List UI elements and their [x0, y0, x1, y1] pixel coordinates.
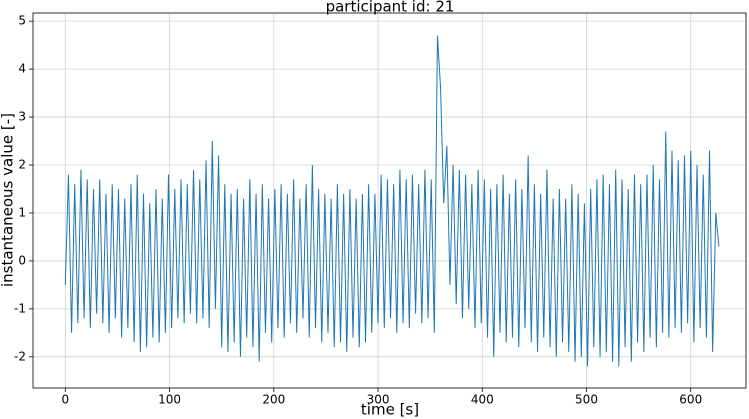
- y-axis-label: instantaneous value [-]: [0, 113, 17, 287]
- plot-frame: [32, 12, 747, 389]
- x-tick-label: 100: [158, 393, 181, 407]
- y-tick-label: 0: [18, 253, 26, 267]
- x-tick-label: 500: [575, 393, 598, 407]
- x-tick-label: 600: [679, 393, 702, 407]
- x-tick-label: 300: [367, 393, 390, 407]
- y-tick-label: 5: [18, 14, 26, 28]
- y-tick-label: 4: [18, 62, 26, 76]
- chart-title: participant id: 21: [326, 0, 455, 16]
- y-tick-label: 3: [18, 110, 26, 124]
- y-tick-label: 2: [18, 158, 26, 172]
- x-axis-label: time [s]: [361, 401, 419, 419]
- x-tick-label: 400: [471, 393, 494, 407]
- x-tick-label: 0: [61, 393, 69, 407]
- y-tick-label: -2: [14, 349, 26, 363]
- y-tick-label: 1: [18, 205, 26, 219]
- x-tick-label: 200: [262, 393, 285, 407]
- y-tick-label: -1: [14, 301, 26, 315]
- data-line: [64, 35, 720, 367]
